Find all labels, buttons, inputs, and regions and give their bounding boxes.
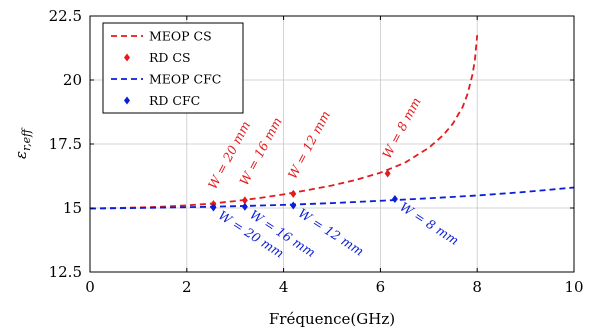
y-tick-label: 12.5 <box>49 263 82 281</box>
y-axis-title: εr,eff <box>12 127 33 159</box>
data-point-rd-cs <box>384 169 391 178</box>
legend-entry: MEOP CS <box>111 29 212 44</box>
annotation-above: W = 8 mm <box>379 95 424 161</box>
data-point-rd-cfc <box>210 203 217 212</box>
y-axis-title-symbol: ε <box>12 151 30 159</box>
legend-entry: RD CFC <box>124 93 200 108</box>
series-line-meop-cs <box>89 35 479 210</box>
data-point-rd-cfc <box>290 201 297 210</box>
data-point-rd-cs <box>290 189 297 198</box>
series-line-meop-cfc <box>89 186 575 210</box>
x-tick-label: 8 <box>472 278 482 296</box>
legend-label: RD CS <box>149 50 191 65</box>
y-tick-label: 22.5 <box>49 7 82 25</box>
legend-label: MEOP CFC <box>149 72 221 87</box>
y-tick-label: 20 <box>63 71 82 89</box>
data-point-rd-cfc <box>391 195 398 204</box>
annotation-below: W = 8 mm <box>397 199 461 248</box>
x-tick-label: 4 <box>279 278 289 296</box>
x-tick-label: 2 <box>182 278 192 296</box>
legend-entry: MEOP CFC <box>111 72 221 87</box>
legend-label: RD CFC <box>149 93 200 108</box>
legend-marker-swatch <box>124 96 130 105</box>
legend-entry: RD CS <box>124 50 191 65</box>
y-axis-title-subscript: r,eff <box>20 127 33 151</box>
data-point-rd-cfc <box>241 202 248 211</box>
legend: MEOP CS RD CS MEOP CFC RD CFC <box>102 22 244 114</box>
annotations: W = 20 mmW = 16 mm W = 12 mm W = 8 mmW = 2… <box>205 95 462 261</box>
x-tick-label: 6 <box>376 278 386 296</box>
x-tick-label: 0 <box>85 278 95 296</box>
legend-marker-swatch <box>124 53 130 62</box>
y-tick-label: 17.5 <box>49 135 82 153</box>
y-axis: 12.5 15 17.5 20 22.5 <box>49 7 574 281</box>
x-axis: 0 2 4 6 8 10 <box>85 16 584 296</box>
data-point-rd-cs <box>241 196 248 205</box>
x-axis-title: Fréquence(GHz) <box>269 310 395 328</box>
x-tick-label: 10 <box>564 278 583 296</box>
y-tick-label: 15 <box>63 199 82 217</box>
plot-area <box>89 35 575 212</box>
legend-label: MEOP CS <box>149 29 212 44</box>
annotation-above: W = 12 mm <box>285 108 333 181</box>
